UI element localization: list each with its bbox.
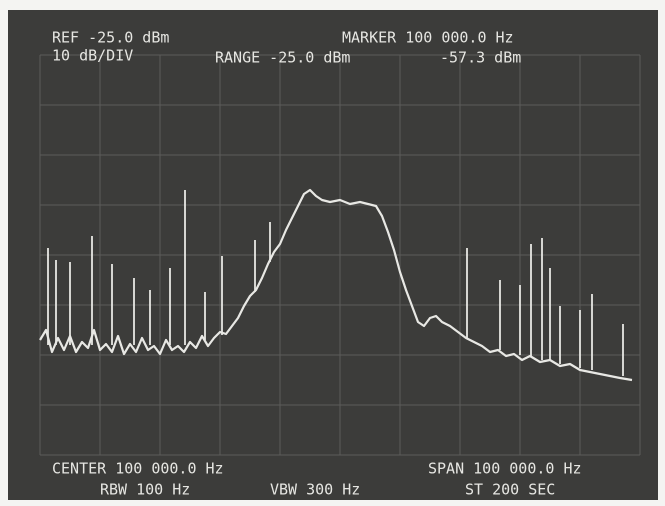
sweep-time: ST 200 SEC <box>465 481 555 499</box>
ref-level: REF -25.0 dBm <box>52 29 169 47</box>
marker-frequency: MARKER 100 000.0 Hz <box>342 29 514 47</box>
vbw: VBW 300 Hz <box>270 481 360 499</box>
center-frequency: CENTER 100 000.0 Hz <box>52 460 224 478</box>
range: RANGE -25.0 dBm <box>215 49 350 67</box>
scale: 10 dB/DIV <box>52 47 133 65</box>
spurious-spikes <box>47 190 624 376</box>
spectrum-trace <box>39 188 633 382</box>
rbw: RBW 100 Hz <box>100 481 190 499</box>
span: SPAN 100 000.0 Hz <box>428 460 582 478</box>
graticule <box>39 54 641 456</box>
marker-level: -57.3 dBm <box>440 49 521 67</box>
